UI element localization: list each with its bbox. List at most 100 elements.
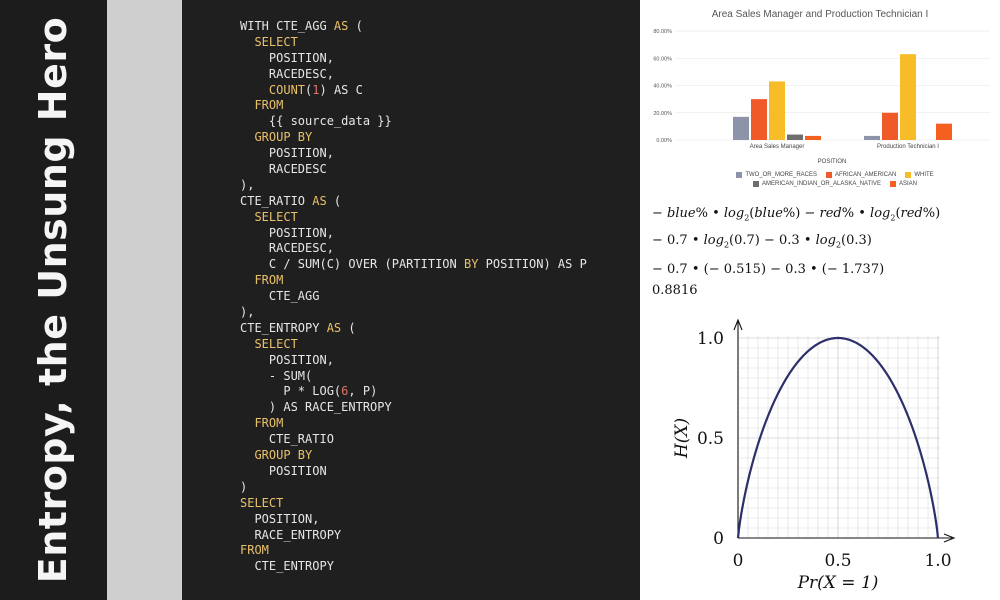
code-keyword: AS xyxy=(333,19,349,33)
legend-label: AFRICAN_AMERICAN xyxy=(835,171,897,178)
entropy-x-tick-label: 0 xyxy=(733,551,744,571)
code-line: CTE_RATIO xyxy=(240,432,587,448)
code-line: FROM xyxy=(240,543,587,559)
code-line: SELECT xyxy=(240,35,587,51)
code-line: CTE_ENTROPY xyxy=(240,559,587,575)
code-text: ( xyxy=(305,82,313,97)
bar-y-tick-label: 20.00% xyxy=(653,111,672,117)
sql-code-panel: WITH CTE_AGG AS ( SELECT POSITION, RACED… xyxy=(182,0,640,600)
code-text: - SUM( xyxy=(240,368,313,383)
code-text: {{ source_data }} xyxy=(240,114,392,129)
code-text: ) xyxy=(240,479,248,494)
legend-label: ASIAN xyxy=(898,180,917,187)
code-text: ), xyxy=(240,177,255,192)
legend-swatch xyxy=(826,171,832,178)
code-text xyxy=(240,337,254,351)
legend-swatch xyxy=(736,171,743,178)
code-text: POSITION xyxy=(240,463,327,478)
legend-item: TWO_OR_MORE_RACES xyxy=(736,171,817,178)
code-keyword: FROM xyxy=(254,98,284,113)
entropy-x-tick-label: 0.5 xyxy=(824,551,851,571)
code-text: ( xyxy=(326,193,342,208)
bar-white xyxy=(900,54,916,140)
code-keyword: FROM xyxy=(254,273,284,288)
code-line: RACEDESC xyxy=(240,162,587,178)
code-line: RACEDESC, xyxy=(240,241,587,257)
bar-y-tick-label: 40.00% xyxy=(653,84,672,90)
code-keyword: COUNT xyxy=(268,82,306,97)
code-line: POSITION, xyxy=(240,512,587,528)
entropy-y-tick-label: 1.0 xyxy=(697,329,724,349)
code-line: RACE_ENTROPY xyxy=(240,528,587,544)
code-text: ) AS C xyxy=(319,82,363,97)
code-line: CTE_AGG xyxy=(240,289,587,305)
equation-line-2: − 0.7 • log2(0.7) − 0.3 • log2(0.3) xyxy=(652,233,872,250)
code-text: ( xyxy=(341,320,356,335)
code-line: {{ source_data }} xyxy=(240,114,587,130)
code-line: ) xyxy=(240,480,587,496)
bar-category-label: Production Technician I xyxy=(877,144,939,150)
bar-asian xyxy=(805,135,821,140)
legend-label: AMERICAN_INDIAN_OR_ALASKA_NATIVE xyxy=(762,180,881,187)
code-line: POSITION, xyxy=(240,353,587,369)
bar-y-tick-label: 60.00% xyxy=(653,56,672,62)
code-line: RACEDESC, xyxy=(240,67,587,83)
bar-category-label: Area Sales Manager xyxy=(750,144,805,150)
bar-x-axis-label: POSITION xyxy=(818,159,847,165)
bar-african-american xyxy=(882,112,898,140)
code-text: CTE_ENTROPY xyxy=(240,559,334,574)
code-line: POSITION, xyxy=(240,146,587,162)
legend-item: AMERICAN_INDIAN_OR_ALASKA_NATIVE xyxy=(753,180,881,187)
code-line: SELECT xyxy=(240,496,587,512)
entropy-x-tick-label: 1.0 xyxy=(924,551,951,571)
entropy-y-tick-label: 0 xyxy=(713,529,724,549)
code-text: CTE_ENTROPY xyxy=(240,320,327,335)
entropy-x-axis-arrow xyxy=(943,533,956,543)
bar-two-or-more-races xyxy=(733,116,749,140)
code-text: POSITION, xyxy=(240,50,334,65)
code-text: POSITION, xyxy=(240,511,320,526)
code-line: GROUP BY xyxy=(240,130,587,146)
code-line: POSITION, xyxy=(240,51,587,67)
code-text xyxy=(240,210,254,224)
entropy-y-axis-label: H(X) xyxy=(672,418,692,459)
code-text: ( xyxy=(348,19,363,33)
code-line: POSITION, xyxy=(240,226,587,242)
legend-label: TWO_OR_MORE_RACES xyxy=(745,171,817,178)
right-panel: Area Sales Manager and Production Techni… xyxy=(640,0,1000,600)
code-line: C / SUM(C) OVER (PARTITION BY POSITION) … xyxy=(240,257,587,273)
equation-line-1: − blue% • log2(blue%) − red% • log2(red%… xyxy=(652,206,941,223)
code-text: WITH CTE_AGG xyxy=(240,19,334,33)
left-band: Entropy, the Unsung Hero xyxy=(0,0,107,600)
entropy-curve-line xyxy=(736,336,940,539)
code-line: SELECT xyxy=(240,210,587,226)
code-line: POSITION xyxy=(240,464,587,480)
code-line: - SUM( xyxy=(240,369,587,385)
legend-item: WHITE xyxy=(905,171,934,178)
entropy-x-axis-label: Pr(X = 1) xyxy=(797,573,879,593)
equation-result: 0.8816 xyxy=(652,283,698,298)
code-keyword: FROM xyxy=(240,543,269,558)
code-text xyxy=(240,35,254,49)
code-keyword: GROUP BY xyxy=(254,130,313,145)
code-line: FROM xyxy=(240,98,587,114)
code-text xyxy=(240,83,269,97)
code-text: POSITION, xyxy=(240,146,334,161)
legend-swatch xyxy=(889,180,896,187)
code-text xyxy=(240,98,254,112)
code-line: WITH CTE_AGG AS ( xyxy=(240,19,587,35)
legend-item: AFRICAN_AMERICAN xyxy=(826,171,897,178)
bar-two-or-more-races xyxy=(864,135,880,140)
code-keyword: BY xyxy=(463,257,479,272)
bar-y-tick-label: 80.00% xyxy=(653,29,672,35)
code-text: RACEDESC, xyxy=(240,66,334,81)
entropy-y-tick-label: 0.5 xyxy=(697,429,724,449)
code-text: C / SUM(C) OVER (PARTITION xyxy=(240,257,464,272)
code-keyword: AS xyxy=(312,193,327,208)
bar-american-indian-or-alaska-native xyxy=(787,134,803,140)
code-line: FROM xyxy=(240,273,587,289)
code-text: POSITION, xyxy=(240,225,334,240)
code-text xyxy=(240,130,254,144)
code-line: SELECT xyxy=(240,337,587,353)
code-line: FROM xyxy=(240,416,587,432)
